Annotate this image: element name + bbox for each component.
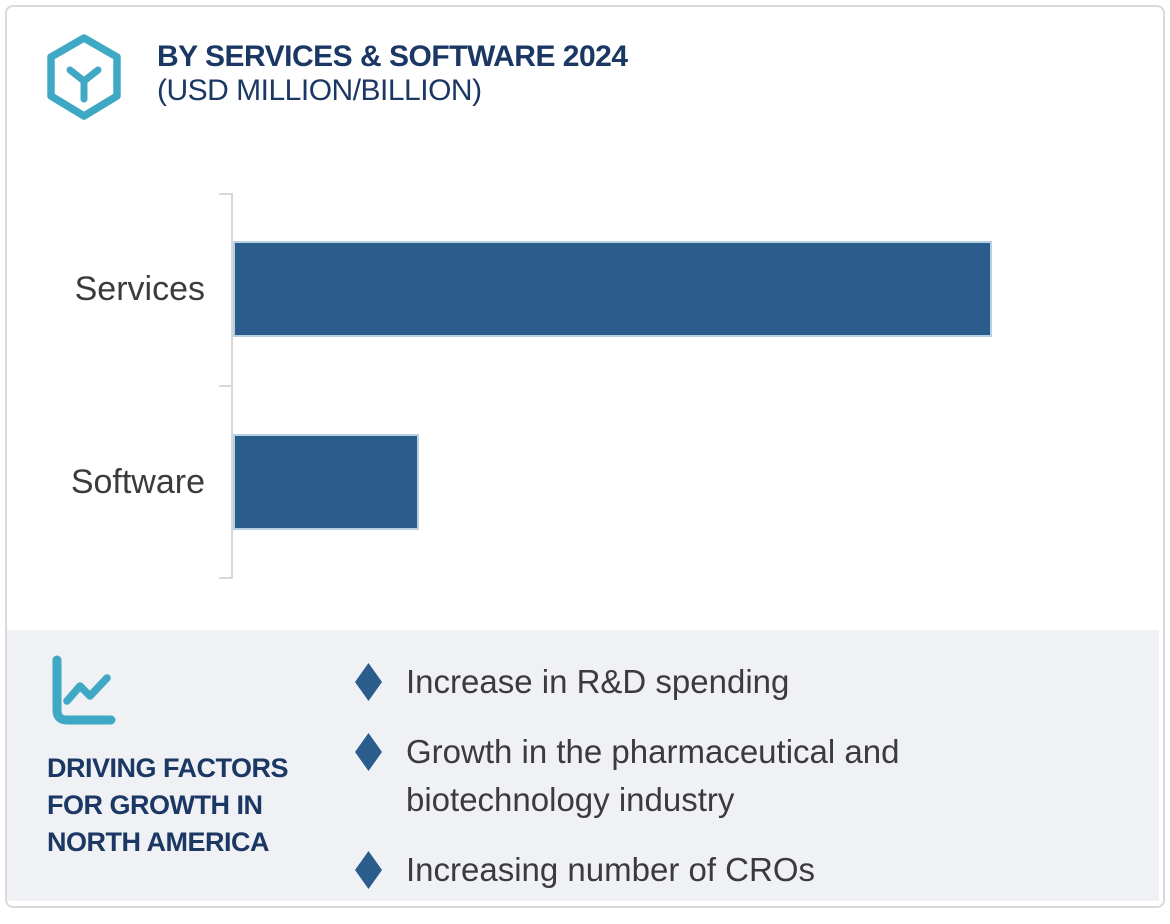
line-chart-icon <box>52 655 116 725</box>
chart-title-block: BY SERVICES & SOFTWARE 2024 (USD MILLION… <box>157 40 628 108</box>
report-card: BY SERVICES & SOFTWARE 2024 (USD MILLION… <box>5 5 1165 908</box>
chart-title: BY SERVICES & SOFTWARE 2024 <box>157 40 628 73</box>
diamond-bullet-icon <box>355 733 382 771</box>
category-label-services: Services <box>74 270 205 308</box>
list-item: Increasing number of CROs <box>355 846 975 894</box>
list-item: Increase in R&D spending <box>355 658 975 706</box>
chart-subtitle: (USD MILLION/BILLION) <box>157 74 482 107</box>
hexagon-cube-icon <box>47 34 121 120</box>
driving-factors-list: Increase in R&D spending Growth in the p… <box>355 658 975 894</box>
category-label-software: Software <box>70 463 205 501</box>
driving-factors-heading: DRIVING FACTORS FOR GROWTH IN NORTH AMER… <box>47 753 289 857</box>
bar-services <box>233 241 992 337</box>
bar-software <box>233 434 419 530</box>
bullet-text: Increasing number of CROs <box>406 851 816 888</box>
driving-factors-panel: DRIVING FACTORS FOR GROWTH IN NORTH AMER… <box>7 630 1159 901</box>
bar-track-software <box>233 434 992 530</box>
list-item: Growth in the pharmaceutical and biotech… <box>355 728 975 824</box>
bullet-text: Increase in R&D spending <box>406 663 790 700</box>
axis-tick <box>219 385 233 387</box>
axis-tick <box>219 577 233 579</box>
axis-tick <box>219 193 233 195</box>
diamond-bullet-icon <box>355 851 382 889</box>
diamond-bullet-icon <box>355 663 382 701</box>
bar-track-services <box>233 241 992 337</box>
bullet-text: Growth in the pharmaceutical and biotech… <box>406 733 900 818</box>
